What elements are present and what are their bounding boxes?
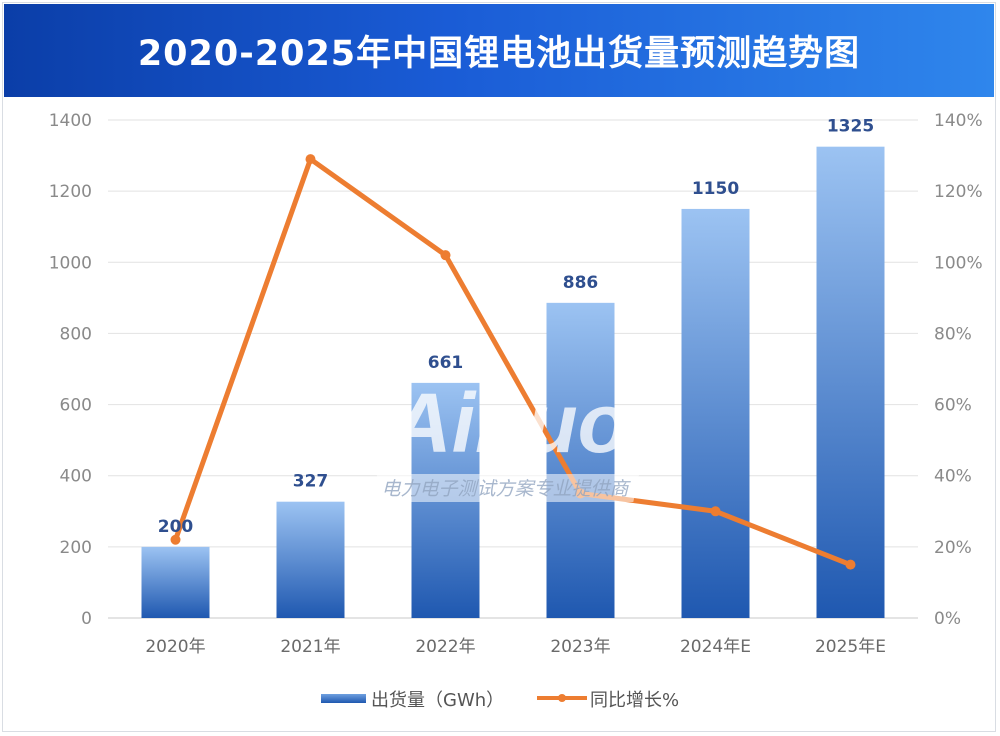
legend-bar-swatch [321, 694, 366, 703]
legend-line-marker [558, 694, 566, 702]
watermark-tagline: 电力电子测试方案专业提供商 [381, 478, 631, 500]
data-label: 1150 [692, 179, 739, 199]
bar [276, 501, 345, 618]
left-axis-tick: 1000 [49, 253, 92, 273]
growth-line [173, 156, 852, 567]
data-label: 1325 [827, 117, 874, 137]
left-axis-tick: 1400 [49, 111, 92, 131]
legend-bar-label: 出货量（GWh） [371, 690, 504, 711]
left-axis-tick: 400 [60, 467, 92, 487]
left-axis-tick: 600 [60, 396, 92, 416]
bar [816, 146, 885, 618]
bar [681, 208, 750, 618]
growth-point [845, 559, 856, 570]
legend-line-label: 同比增长% [590, 690, 679, 711]
category-label: 2024年E [680, 637, 751, 657]
right-axis-tick: 120% [934, 182, 983, 202]
right-axis-tick: 80% [934, 324, 972, 344]
category-label: 2022年 [415, 637, 475, 657]
right-axis-tick: 140% [934, 111, 983, 131]
category-label: 2023年 [550, 637, 610, 657]
data-label: 327 [293, 472, 329, 492]
left-axis-tick: 1200 [49, 182, 92, 202]
bar [141, 546, 210, 618]
growth-point [710, 506, 721, 517]
left-axis-tick: 800 [60, 324, 92, 344]
data-label: 200 [158, 517, 194, 537]
growth-point [440, 250, 451, 261]
left-axis-tick: 200 [60, 538, 92, 558]
category-label: 2021年 [280, 637, 340, 657]
right-axis-tick: 100% [934, 253, 983, 273]
right-axis-tick: 40% [934, 467, 972, 487]
left-axis-tick: 0 [81, 609, 92, 629]
bar [546, 302, 615, 618]
watermark: Ainuo 电力电子测试方案专业提供商 [371, 376, 640, 502]
right-axis-tick: 20% [934, 538, 972, 558]
growth-point [170, 534, 181, 545]
title-banner: 2020-2025年中国锂电池出货量预测趋势图 [4, 4, 994, 97]
legend: 出货量（GWh） 同比增长% [321, 690, 679, 711]
growth-point [305, 154, 316, 165]
watermark-logo: Ainuo [389, 376, 629, 470]
right-axis-tick: 0% [934, 609, 961, 629]
data-label: 661 [428, 353, 464, 373]
category-label: 2025年E [815, 637, 886, 657]
category-label: 2020年 [145, 637, 205, 657]
chart-title: 2020-2025年中国锂电池出货量预测趋势图 [137, 34, 861, 74]
right-axis-tick: 60% [934, 396, 972, 416]
data-label: 886 [563, 273, 599, 293]
